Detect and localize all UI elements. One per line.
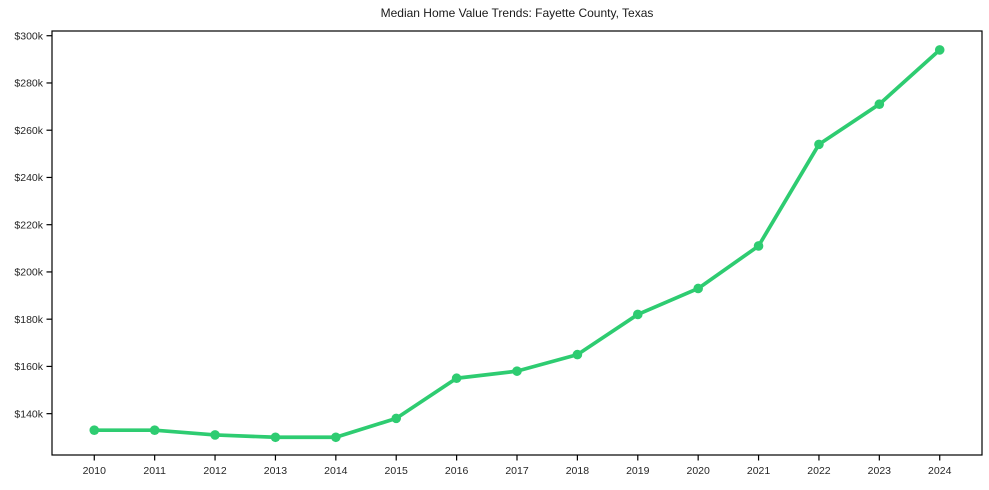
y-tick-label: $160k [14, 361, 43, 373]
x-tick-label: 2013 [264, 465, 288, 477]
plot-border [51, 30, 983, 456]
data-point-marker [572, 349, 583, 360]
y-tick-label: $300k [14, 30, 43, 42]
x-tick-label: 2019 [626, 465, 650, 477]
plot-area: $140k $160k $180k $200k $220k $240k $260k $280k… [14, 30, 983, 477]
data-point-marker [391, 413, 402, 424]
x-tick-label: 2021 [747, 465, 771, 477]
data-point-marker [934, 45, 945, 55]
data-point-marker [512, 366, 522, 376]
x-tick-label: 2024 [928, 465, 952, 477]
data-point-marker [814, 139, 824, 150]
x-tick-label: 2015 [385, 465, 409, 477]
y-tick-label: $220k [14, 219, 43, 231]
y-tick-label: $280k [14, 78, 43, 90]
x-tick-label: 2018 [566, 465, 590, 477]
y-tick-label: $260k [14, 125, 43, 137]
x-tick-label: 2014 [324, 465, 348, 477]
y-tick-label: $240k [14, 172, 43, 184]
x-tick-label: 2011 [143, 465, 166, 477]
data-point-marker [89, 425, 100, 435]
y-tick-label: $140k [14, 408, 43, 420]
data-point-marker [632, 309, 643, 320]
data-point-marker [270, 432, 281, 443]
chart-title: Median Home Value Trends: Fayette County… [381, 6, 654, 20]
data-point-marker [693, 283, 703, 294]
y-tick-label: $180k [14, 314, 43, 326]
x-tick-label: 2017 [505, 465, 529, 477]
x-tick-label: 2020 [686, 465, 710, 477]
data-point-marker [210, 430, 220, 440]
data-point-marker [874, 99, 885, 110]
data-point-marker [753, 241, 764, 251]
x-tick-label: 2023 [868, 465, 892, 477]
y-tick-label: $200k [14, 267, 43, 279]
x-tick-label: 2010 [83, 465, 107, 477]
x-tick-label: 2012 [203, 465, 227, 477]
data-point-marker [331, 432, 341, 443]
data-point-marker [451, 373, 462, 384]
x-tick-label: 2016 [445, 465, 469, 477]
x-tick-label: 2022 [807, 465, 831, 477]
data-point-marker [149, 425, 160, 435]
